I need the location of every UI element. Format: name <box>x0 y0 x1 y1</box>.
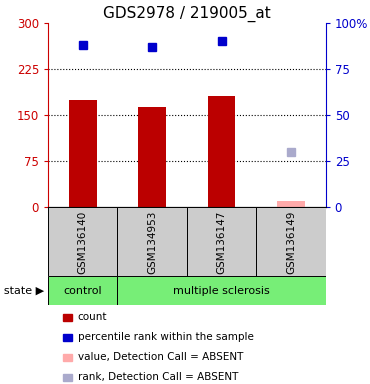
Text: GSM134953: GSM134953 <box>147 210 157 274</box>
Text: multiple sclerosis: multiple sclerosis <box>173 286 270 296</box>
Text: GSM136147: GSM136147 <box>216 210 226 274</box>
Bar <box>48 276 118 305</box>
Text: disease state ▶: disease state ▶ <box>0 286 44 296</box>
Bar <box>138 107 166 207</box>
Bar <box>208 96 235 207</box>
Bar <box>69 100 97 207</box>
Bar <box>118 207 187 276</box>
Bar <box>277 201 305 207</box>
Title: GDS2978 / 219005_at: GDS2978 / 219005_at <box>103 5 271 22</box>
Bar <box>118 276 326 305</box>
Bar <box>187 207 256 276</box>
Bar <box>48 207 118 276</box>
Text: rank, Detection Call = ABSENT: rank, Detection Call = ABSENT <box>78 372 238 382</box>
Text: count: count <box>78 312 107 322</box>
Text: value, Detection Call = ABSENT: value, Detection Call = ABSENT <box>78 352 243 362</box>
Text: control: control <box>64 286 102 296</box>
Text: GSM136149: GSM136149 <box>286 210 296 274</box>
Bar <box>256 207 326 276</box>
Text: GSM136140: GSM136140 <box>78 210 88 273</box>
Text: percentile rank within the sample: percentile rank within the sample <box>78 332 253 342</box>
